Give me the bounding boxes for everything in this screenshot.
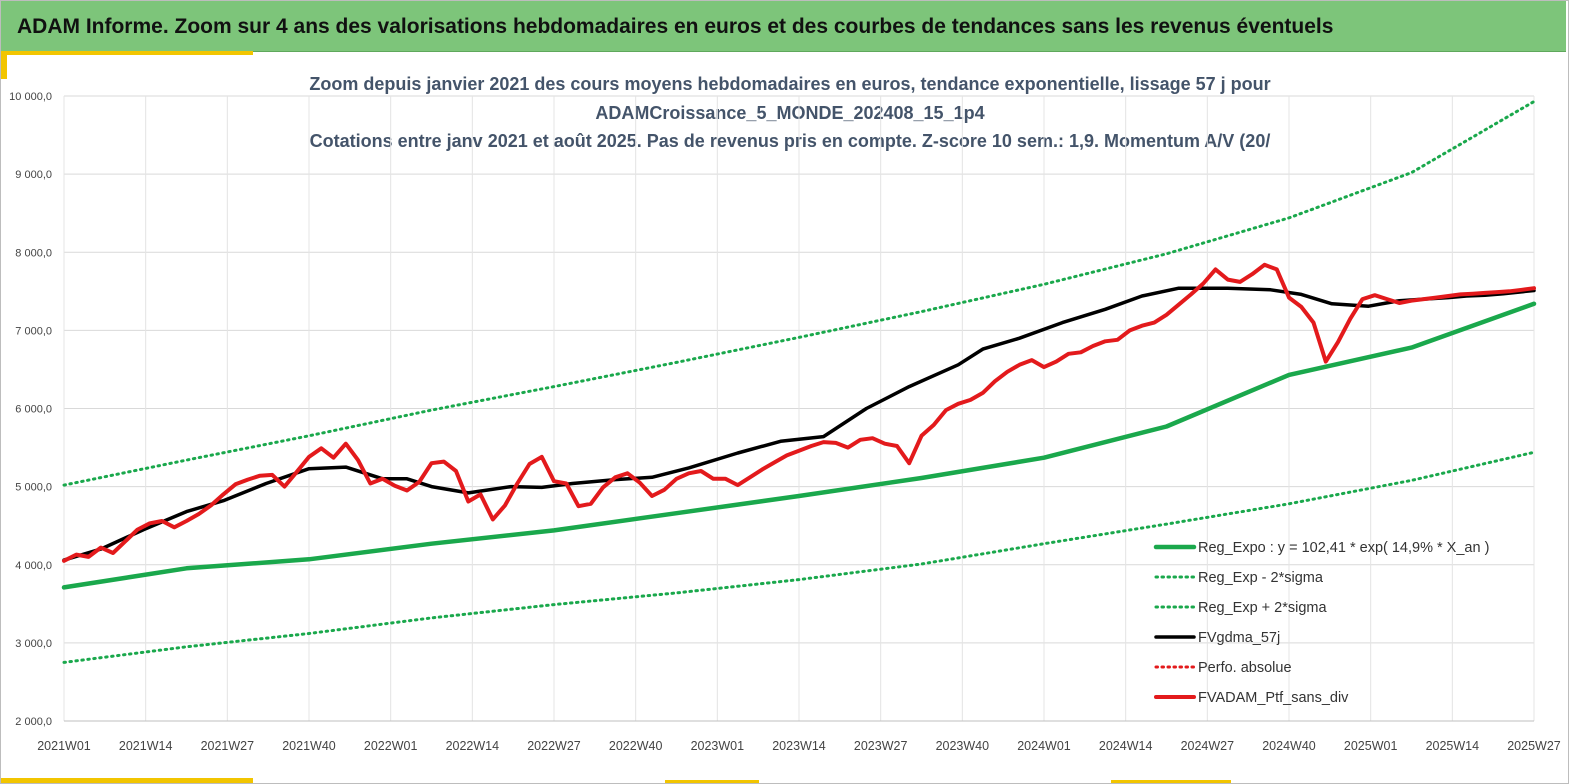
legend: Reg_Expo : y = 102,41 * exp( 14,9% * X_a… <box>1153 540 1489 706</box>
chart-title-line-1: Zoom depuis janvier 2021 des cours moyen… <box>309 74 1271 94</box>
y-tick-label: 6 000,0 <box>15 404 52 416</box>
y-tick-label: 9 000,0 <box>15 169 52 181</box>
x-tick-label: 2023W01 <box>691 739 745 753</box>
x-tick-label: 2025W01 <box>1344 739 1398 753</box>
x-tick-label: 2023W40 <box>936 739 990 753</box>
x-tick-label: 2022W14 <box>446 739 500 753</box>
x-tick-label: 2021W14 <box>119 739 173 753</box>
chart-title-line-2: ADAMCroissance_5_MONDE_202408_15_1p4 <box>595 102 985 123</box>
accent-bar-bottom-mid <box>665 780 759 783</box>
gridlines <box>63 95 1535 722</box>
x-tick-label: 2022W27 <box>527 739 581 753</box>
legend-label: FVgdma_57j <box>1198 630 1280 646</box>
series-line-0 <box>61 301 1537 590</box>
legend-label: Perfo. absolue <box>1198 660 1292 676</box>
x-tick-label: 2024W01 <box>1017 739 1071 753</box>
series-line-2 <box>62 100 1536 487</box>
y-tick-label: 2 000,0 <box>15 716 52 728</box>
y-tick-label: 7 000,0 <box>15 325 52 337</box>
x-tick-label: 2022W01 <box>364 739 418 753</box>
chart-title-line-3: Cotations entre janv 2021 et août 2025. … <box>309 131 1271 151</box>
x-tick-label: 2024W40 <box>1262 739 1316 753</box>
legend-label: Reg_Exp - 2*sigma <box>1198 570 1324 586</box>
legend-label: Reg_Exp + 2*sigma <box>1198 600 1327 616</box>
y-tick-label: 3 000,0 <box>15 638 52 650</box>
y-tick-label: 5 000,0 <box>15 482 52 494</box>
series-line-3 <box>62 286 1536 562</box>
accent-bar-top-left <box>1 51 7 79</box>
x-tick-label: 2024W27 <box>1181 739 1235 753</box>
x-tick-label: 2021W27 <box>201 739 255 753</box>
x-tick-label: 2025W27 <box>1507 739 1561 753</box>
x-tick-label: 2022W40 <box>609 739 663 753</box>
accent-bar-top <box>1 51 253 55</box>
x-tick-label: 2023W14 <box>772 739 826 753</box>
y-tick-label: 10 000,0 <box>9 91 52 103</box>
legend-label: FVADAM_Ptf_sans_div <box>1198 690 1349 706</box>
x-tick-label: 2024W14 <box>1099 739 1153 753</box>
y-axis-tick-labels: 2 000,0 3 000,0 4 000,0 5 000,0 6 000,0 7 000… <box>9 91 52 728</box>
page-banner: ADAM Informe. Zoom sur 4 ans des valoris… <box>1 1 1566 52</box>
x-tick-label: 2021W01 <box>37 739 91 753</box>
x-tick-label: 2023W27 <box>854 739 908 753</box>
x-tick-label: 2025W14 <box>1426 739 1480 753</box>
chart-title: Zoom depuis janvier 2021 des cours moyen… <box>0 70 1569 156</box>
series-line-1 <box>62 450 1536 664</box>
legend-label: Reg_Expo : y = 102,41 * exp( 14,9% * X_a… <box>1198 540 1489 556</box>
accent-bar-bottom-right <box>1111 780 1231 783</box>
accent-bar-bottom-left <box>1 778 253 783</box>
series-line-5 <box>62 262 1536 563</box>
x-tick-label: 2021W40 <box>282 739 336 753</box>
x-axis-tick-labels: 2021W01 2021W14 2021W27 2021W40 2022W01 2022W… <box>37 739 1561 753</box>
banner-title: ADAM Informe. Zoom sur 4 ans des valoris… <box>17 15 1334 38</box>
y-tick-label: 4 000,0 <box>15 560 52 572</box>
y-tick-label: 8 000,0 <box>15 247 52 259</box>
series-lines <box>61 100 1537 664</box>
